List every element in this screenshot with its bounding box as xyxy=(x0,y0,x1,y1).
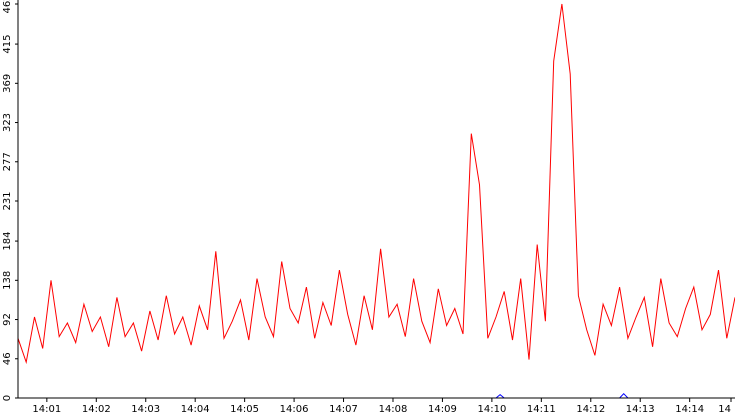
x-tick-label-8: 14:09 xyxy=(428,404,457,415)
y-tick-label-7: 323 xyxy=(2,113,13,132)
y-tick-label-8: 369 xyxy=(2,74,13,93)
x-tick-label-12: 14:13 xyxy=(626,404,655,415)
y-tick-label-1: 46 xyxy=(2,352,13,365)
x-tick-label-5: 14:06 xyxy=(280,404,309,415)
x-tick-label-1: 14:02 xyxy=(82,404,111,415)
x-tick-label-4: 14:05 xyxy=(230,404,259,415)
x-tick-label-13: 14:14 xyxy=(675,404,704,415)
y-tick-label-2: 92 xyxy=(2,313,13,326)
x-tick-label-3: 14:04 xyxy=(181,404,210,415)
x-tick-label-0: 14:01 xyxy=(32,404,61,415)
y-tick-label-6: 277 xyxy=(2,152,13,171)
x-tick-label-11: 14:12 xyxy=(576,404,605,415)
y-tick-label-5: 231 xyxy=(2,191,13,210)
series-line-0 xyxy=(17,3,735,365)
x-axis-ticks: 14:01 14:02 14:03 14:04 14:05 14:06 14:07 14:08… xyxy=(32,398,732,415)
x-tick-label-7: 14:08 xyxy=(379,404,408,415)
y-tick-label-3: 138 xyxy=(2,271,13,290)
y-tick-label-9: 415 xyxy=(2,35,13,54)
x-tick-label-14: 14 xyxy=(718,404,731,415)
x-tick-label-9: 14:10 xyxy=(477,404,506,415)
y-tick-label-10: 462 xyxy=(2,0,13,14)
y-axis-ticks: 0 46 92 138 184 231 277 323 369 415 462 xyxy=(2,0,18,401)
y-tick-label-0: 0 xyxy=(2,395,13,401)
x-tick-label-6: 14:07 xyxy=(329,404,358,415)
y-tick-label-4: 184 xyxy=(2,232,13,251)
x-tick-label-10: 14:11 xyxy=(527,404,556,415)
x-tick-label-2: 14:03 xyxy=(131,404,160,415)
